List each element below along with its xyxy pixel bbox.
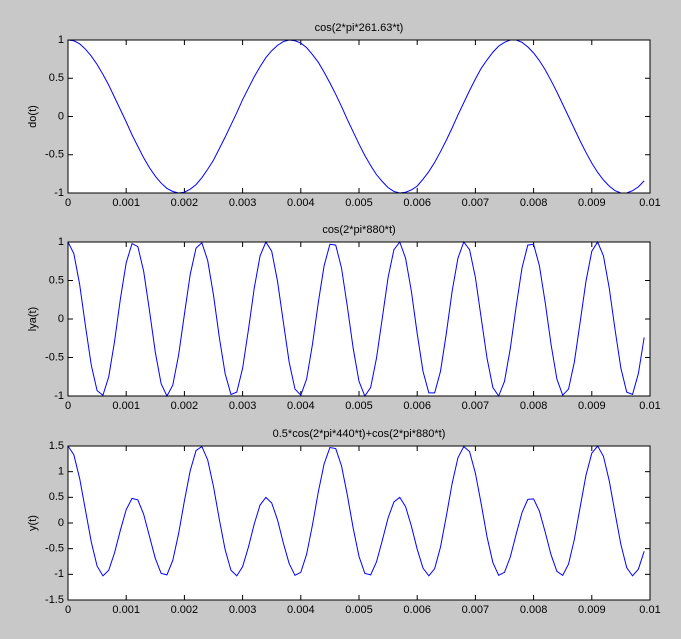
x-tick-label: 0.01 [639, 400, 660, 412]
x-tick-label: 0.002 [171, 604, 199, 616]
chart-title: cos(2*pi*261.63*t) [315, 22, 404, 34]
signal-line [67, 240, 645, 398]
axes-box [67, 241, 651, 397]
x-tick-label: 0.008 [520, 400, 548, 412]
chart-title: 0.5*cos(2*pi*440*t)+cos(2*pi*880*t) [273, 428, 446, 440]
y-tick-label: 1 [58, 236, 64, 248]
x-tick-label: 0.01 [639, 197, 660, 209]
x-tick-label: 0.01 [639, 604, 660, 616]
x-tick-label: 0.005 [345, 400, 373, 412]
axes-background [68, 446, 650, 600]
x-tick-label: 0.001 [112, 604, 140, 616]
y-tick-label: 0 [58, 313, 64, 325]
x-tick-label: 0.008 [520, 604, 548, 616]
x-tick-label: 0 [65, 604, 71, 616]
x-tick-label: 0.007 [462, 604, 490, 616]
axes-box [67, 39, 651, 194]
x-tick-label: 0.001 [112, 197, 140, 209]
x-tick-label: 0.003 [229, 604, 257, 616]
x-tick-label: 0.005 [345, 604, 373, 616]
y-tick-label: 1 [58, 34, 64, 46]
y-tick-label: 0 [58, 110, 64, 122]
y-tick-label: 0 [58, 517, 64, 529]
x-tick-label: 0.001 [112, 400, 140, 412]
x-tick-label: 0.009 [578, 400, 606, 412]
y-tick-label: -1 [54, 568, 64, 580]
axes-background [68, 242, 650, 396]
axes-box [67, 445, 651, 601]
x-tick-label: 0.008 [520, 197, 548, 209]
y-tick-label: 1 [58, 466, 64, 478]
x-tick-label: 0.006 [403, 400, 431, 412]
y-tick-label: -1.5 [45, 594, 64, 606]
x-tick-label: 0.009 [578, 604, 606, 616]
y-axis-label: y(t) [27, 515, 39, 531]
y-axis-label: lya(t) [27, 307, 39, 331]
y-tick-label: -1 [54, 390, 64, 402]
x-tick-label: 0.006 [403, 604, 431, 616]
x-tick-label: 0 [65, 197, 71, 209]
x-tick-label: 0.004 [287, 197, 315, 209]
y-tick-label: 0.5 [49, 491, 64, 503]
x-tick-label: 0.003 [229, 400, 257, 412]
chart-title: cos(2*pi*880*t) [322, 224, 395, 236]
signal-line [67, 445, 645, 577]
x-tick-label: 0.004 [287, 400, 315, 412]
x-tick-label: 0.005 [345, 197, 373, 209]
signal-line [67, 39, 645, 194]
y-tick-label: -1 [54, 187, 64, 199]
x-tick-label: 0.002 [171, 197, 199, 209]
y-tick-label: 0.5 [49, 72, 64, 84]
y-tick-label: -0.5 [45, 351, 64, 363]
x-tick-label: 0 [65, 400, 71, 412]
x-tick-label: 0.007 [462, 400, 490, 412]
y-tick-label: 1.5 [49, 440, 64, 452]
y-tick-label: -0.5 [45, 149, 64, 161]
axes-background [68, 40, 650, 193]
x-tick-label: 0.006 [403, 197, 431, 209]
y-tick-label: -0.5 [45, 543, 64, 555]
x-tick-label: 0.007 [462, 197, 490, 209]
x-tick-label: 0.002 [171, 400, 199, 412]
x-tick-label: 0.004 [287, 604, 315, 616]
x-tick-label: 0.009 [578, 197, 606, 209]
y-tick-label: 0.5 [49, 274, 64, 286]
x-tick-label: 0.003 [229, 197, 257, 209]
y-axis-label: do(t) [27, 105, 39, 128]
